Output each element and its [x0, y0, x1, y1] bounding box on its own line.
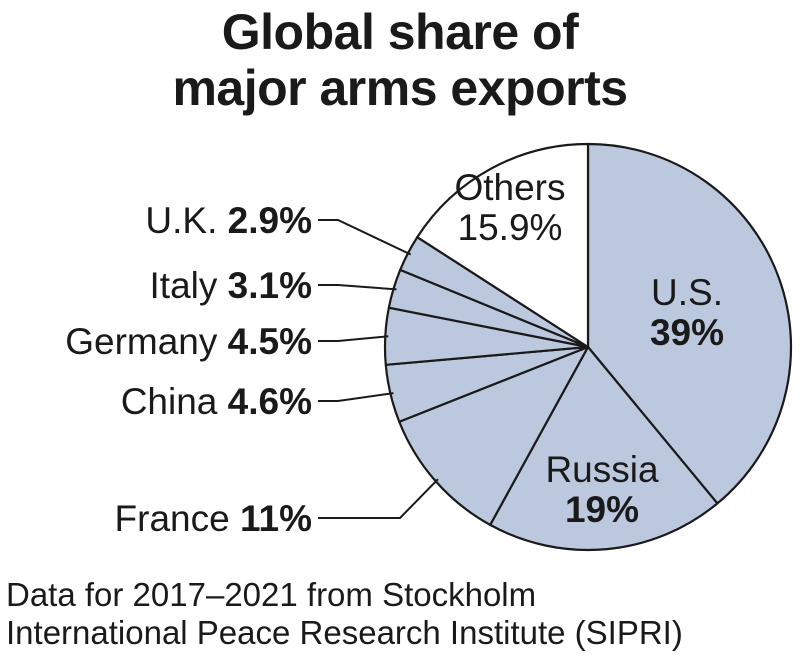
slice-value-china: 4.6% [228, 381, 312, 422]
slice-value-u-k: 2.9% [228, 200, 312, 241]
chart-title: Global share of major arms exports [0, 4, 800, 116]
slice-name-china: China [121, 381, 228, 422]
pie-slices [383, 142, 793, 552]
slice-name-u-s: U.S. [651, 272, 723, 313]
slice-value-germany: 4.5% [228, 321, 312, 362]
outside-label-germany: Germany 4.5% [65, 321, 312, 362]
slice-name-france: France [115, 498, 240, 539]
source-note: Data for 2017–2021 from Stockholm Intern… [6, 576, 683, 652]
pie-slice-others [416, 142, 590, 349]
slice-value-russia: 19% [565, 489, 639, 530]
leader-line-u-k [318, 219, 412, 256]
leader-line-italy [318, 284, 397, 291]
outside-label-france: France 11% [115, 498, 312, 539]
slice-name-germany: Germany [65, 321, 227, 362]
title-line-2: major arms exports [172, 60, 628, 116]
pie-slice-russia [489, 345, 719, 552]
inside-label-u-s: U.S.39% [650, 272, 724, 353]
leader-line-china [318, 392, 394, 402]
slice-value-others: 15.9% [458, 207, 563, 248]
slice-name-italy: Italy [150, 265, 228, 306]
leader-line-france [318, 478, 439, 519]
slice-name-u-k: U.K. [145, 200, 227, 241]
leader-line-germany [318, 335, 389, 342]
slice-value-italy: 3.1% [228, 265, 312, 306]
title-line-1: Global share of [221, 4, 579, 60]
slice-value-france: 11% [240, 498, 312, 539]
pie-slice-u-s [586, 142, 793, 505]
slice-name-others: Others [454, 167, 565, 208]
slice-name-russia: Russia [545, 449, 659, 490]
outside-label-italy: Italy 3.1% [150, 265, 312, 306]
slice-value-u-s: 39% [650, 312, 724, 353]
outside-label-china: China 4.6% [121, 381, 312, 422]
source-line-1: Data for 2017–2021 from Stockholm [6, 576, 537, 613]
outside-label-u-k: U.K. 2.9% [145, 200, 312, 241]
source-line-2: International Peace Research Institute (… [6, 614, 683, 651]
